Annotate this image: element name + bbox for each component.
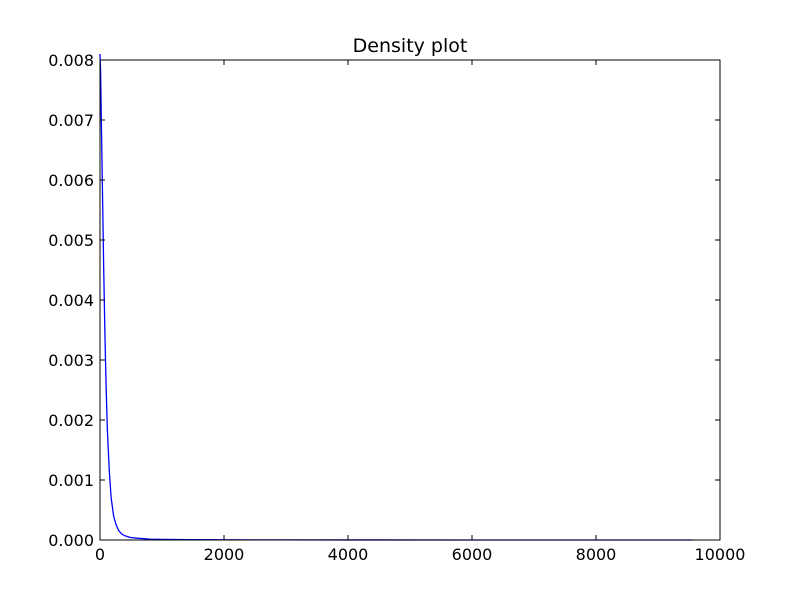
y-tick-label: 0.007 [48,111,94,130]
plot-area: 0 2000 4000 6000 8000 10000 0.000 0.001 0.002 0.0… [48,51,745,564]
y-tick-label: 0.004 [48,291,94,310]
y-tick-label: 0.008 [48,51,94,70]
x-tick-label: 6000 [452,545,493,564]
y-tick-label: 0.005 [48,231,94,250]
x-tick-label: 4000 [328,545,369,564]
y-tick-label: 0.006 [48,171,94,190]
y-tick-label: 0.000 [48,531,94,550]
x-tick-label: 8000 [576,545,617,564]
y-tick-label: 0.003 [48,351,94,370]
y-tick-label: 0.001 [48,471,94,490]
x-tick-label: 0 [95,545,105,564]
x-tick-label: 10000 [695,545,746,564]
chart-title: Density plot [353,35,468,57]
x-tick-label: 2000 [204,545,245,564]
y-tick-label: 0.002 [48,411,94,430]
axes-frame [99,59,721,541]
